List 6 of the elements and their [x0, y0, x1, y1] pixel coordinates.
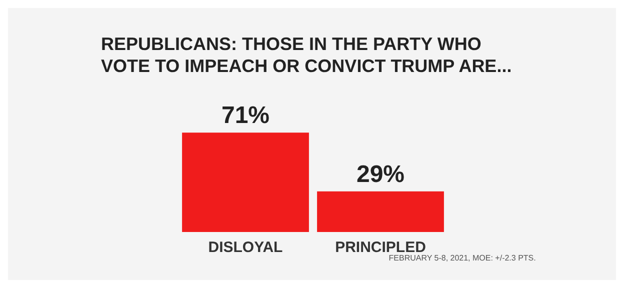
data-label: 71%: [221, 102, 270, 130]
x-tick-label: DISLOYAL: [208, 239, 283, 256]
text: FEBRUARY 5-8, 2021, MOE: +/-2.3 PTS.: [388, 254, 536, 262]
chart-title: REPUBLICANS: THOSE IN THE PARTY WHO VOTE TO IMPEACH OR CONVICT TRUMP ARE...: [101, 34, 512, 76]
data-label: 29%: [356, 160, 405, 188]
x-tick-label: PRINCIPLED: [335, 239, 426, 256]
